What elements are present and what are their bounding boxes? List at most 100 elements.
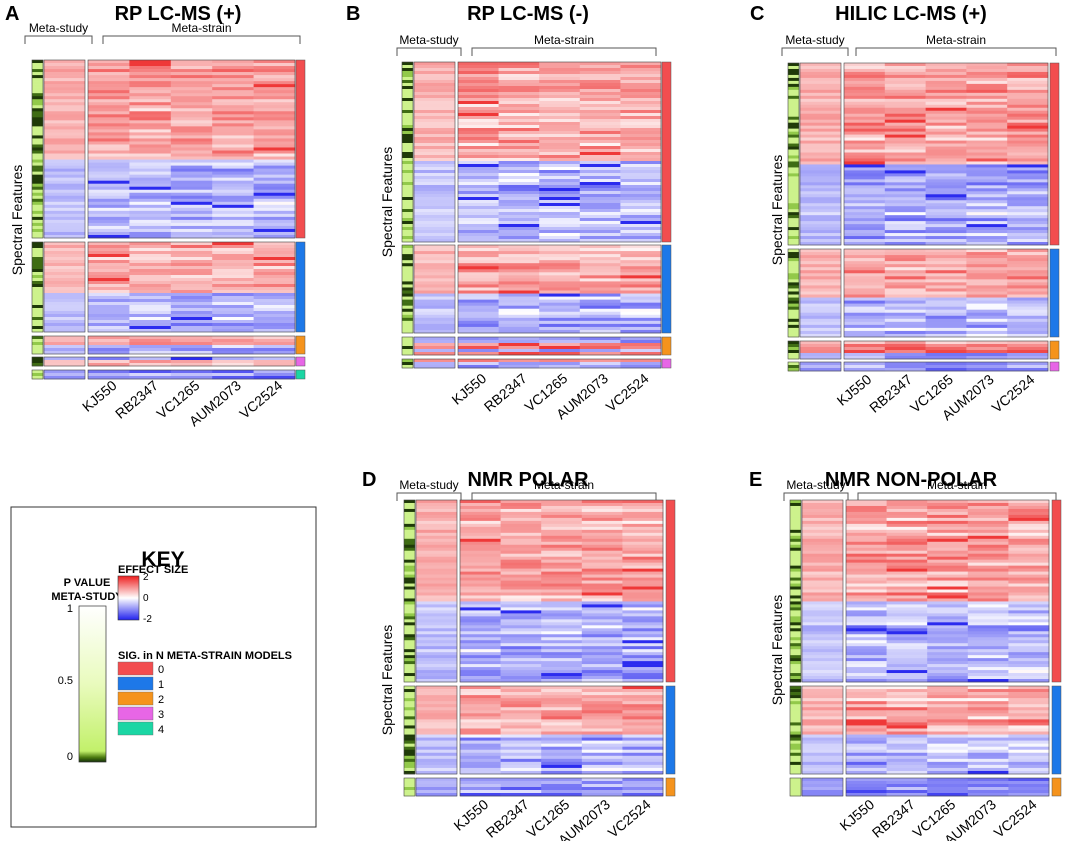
- heatmap-cell: [1007, 218, 1049, 222]
- meta-study-cell: [802, 637, 843, 641]
- pvalue-cell: [790, 749, 801, 754]
- meta-study-cell: [802, 781, 843, 785]
- meta-study-cell: [44, 275, 85, 279]
- pvalue-cell: [32, 156, 43, 160]
- heatmap-cell: [886, 556, 928, 560]
- heatmap-cell: [500, 514, 542, 519]
- pvalue-cell: [32, 342, 43, 346]
- pvalue-cell: [404, 710, 415, 714]
- heatmap-cell: [886, 667, 928, 671]
- meta-study-cell: [416, 637, 457, 641]
- heatmap-cell: [579, 158, 621, 162]
- heatmap-cell: [129, 323, 172, 327]
- heatmap-cell: [844, 197, 886, 201]
- heatmap-cell: [458, 359, 499, 363]
- heatmap-cell: [620, 290, 662, 294]
- heatmap-cell: [966, 267, 1008, 271]
- pvalue-cell: [32, 147, 43, 151]
- heatmap-cell: [458, 326, 499, 331]
- heatmap-cell: [967, 526, 1009, 531]
- meta-study-cell: [802, 598, 843, 602]
- heatmap-cell: [884, 218, 926, 222]
- heatmap-cell: [622, 781, 664, 785]
- heatmap-cell: [927, 526, 969, 531]
- heatmap-cell: [458, 170, 499, 174]
- meta-study-cell: [802, 583, 843, 587]
- heatmap-cell: [129, 108, 172, 112]
- heatmap-cell: [1008, 610, 1050, 614]
- heatmap-cell: [927, 586, 969, 590]
- heatmap-cell: [581, 505, 623, 510]
- pvalue-cell: [402, 86, 413, 90]
- heatmap-cell: [846, 583, 887, 587]
- meta-study-cell: [44, 376, 85, 380]
- pvalue-cell: [404, 689, 415, 693]
- heatmap-cell: [927, 764, 969, 769]
- heatmap-cell: [1007, 356, 1049, 360]
- heatmap-cell: [539, 74, 581, 78]
- heatmap-cell: [1008, 580, 1050, 584]
- heatmap-cell: [966, 140, 1008, 144]
- meta-study-cell: [44, 320, 85, 324]
- pvalue-cell: [402, 239, 413, 243]
- heatmap-cell: [925, 188, 967, 192]
- pvalue-cell: [402, 323, 413, 328]
- meta-study-cell: [44, 299, 85, 303]
- heatmap-cell: [620, 320, 662, 325]
- heatmap-cell: [539, 95, 581, 99]
- heatmap-cell: [620, 323, 662, 328]
- heatmap-cell: [581, 532, 623, 537]
- heatmap-cell: [966, 300, 1008, 304]
- meta-study-cell: [414, 137, 455, 141]
- heatmap-cell: [846, 707, 887, 711]
- heatmap-block: [403, 777, 676, 797]
- heatmap-cell: [500, 541, 542, 546]
- meta-study-cell: [44, 144, 85, 148]
- pvalue-cell: [790, 574, 801, 578]
- pvalue-cell: [790, 725, 801, 729]
- heatmap-cell: [458, 299, 499, 303]
- heatmap-cell: [539, 149, 581, 153]
- heatmap-cell: [925, 270, 967, 274]
- heatmap-cell: [927, 535, 969, 540]
- heatmap-cell: [458, 89, 499, 93]
- heatmap-cell: [844, 347, 886, 351]
- pvalue-cell: [790, 713, 801, 717]
- heatmap-cell: [844, 125, 886, 129]
- pvalue-cell: [790, 719, 801, 723]
- heatmap-cell: [539, 337, 581, 341]
- heatmap-cell: [884, 146, 926, 150]
- heatmap-cell: [579, 329, 621, 334]
- heatmap-cell: [498, 125, 540, 129]
- pvalue-cell: [788, 182, 799, 186]
- heatmap-cell: [170, 144, 213, 148]
- heatmap-cell: [1007, 233, 1049, 237]
- heatmap-cell: [886, 655, 928, 659]
- pvalue-cell: [790, 571, 801, 575]
- heatmap-cell: [1008, 652, 1050, 656]
- heatmap-cell: [498, 346, 540, 350]
- heatmap-cell: [460, 511, 501, 516]
- heatmap-cell: [253, 363, 296, 367]
- heatmap-cell: [212, 228, 254, 233]
- sig-legend-swatch: [117, 706, 154, 721]
- pvalue-cell: [404, 679, 415, 683]
- heatmap-cell: [212, 342, 254, 346]
- heatmap-cell: [500, 731, 542, 735]
- heatmap-cell: [541, 667, 583, 671]
- pvalue-cell: [402, 317, 413, 322]
- meta-study-cell: [416, 758, 457, 763]
- heatmap-cell: [579, 65, 621, 69]
- column-label: RB2347: [112, 377, 161, 422]
- pvalue-frame: [787, 361, 800, 372]
- meta-study-cell: [414, 149, 455, 153]
- meta-study-cell: [414, 284, 455, 288]
- meta-study-cell: [802, 514, 843, 519]
- meta-study-cell: [416, 520, 457, 525]
- heatmap-cell: [170, 102, 213, 106]
- heatmap-cell: [925, 203, 967, 207]
- heatmap-cell: [253, 266, 296, 270]
- heatmap-cell: [967, 550, 1009, 555]
- heatmap-cell: [88, 111, 130, 115]
- heatmap-cell: [1007, 368, 1049, 372]
